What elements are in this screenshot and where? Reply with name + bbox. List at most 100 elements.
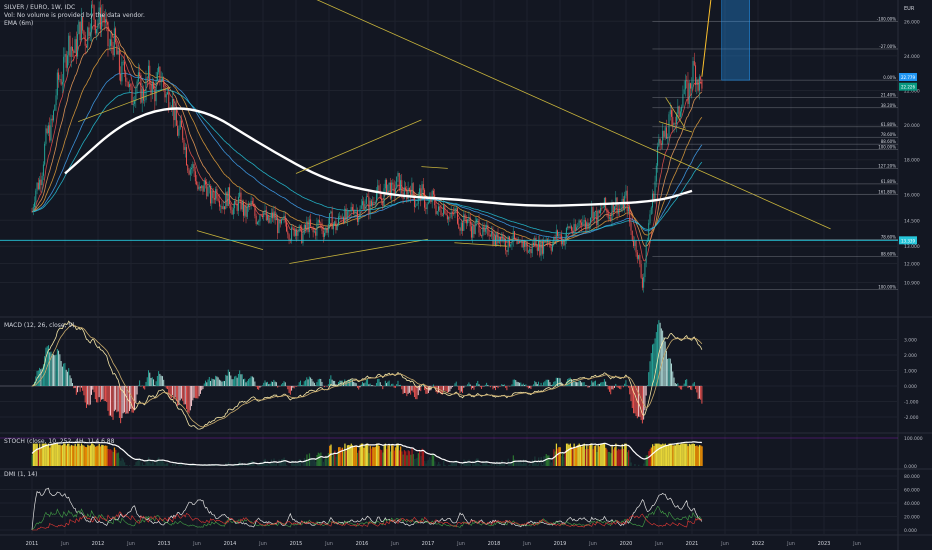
candle-body: [524, 240, 526, 247]
stoch-bar: [606, 449, 608, 466]
macd-histogram-bar: [178, 386, 180, 406]
stoch-bar: [511, 460, 513, 466]
stoch-bar: [334, 450, 336, 466]
macd-histogram-bar: [205, 380, 206, 386]
macd-histogram-bar: [241, 374, 243, 386]
stoch-bar: [536, 464, 539, 466]
candle-body: [551, 244, 553, 251]
candle-body: [248, 204, 250, 207]
projection-arrow: [701, 0, 712, 77]
macd-histogram-bar: [103, 386, 105, 402]
candle-body: [51, 118, 53, 121]
stoch-bar: [451, 462, 454, 466]
candle-body: [533, 243, 534, 246]
candle-body: [220, 206, 222, 207]
stoch-bar: [548, 455, 550, 466]
dmi-pane[interactable]: [31, 487, 703, 531]
stoch-bar: [374, 446, 376, 466]
stoch-bar: [576, 445, 578, 466]
candle-body: [360, 205, 362, 209]
candle-body: [505, 238, 507, 251]
macd-histogram-bar: [118, 386, 120, 418]
stoch-axis-label: 100.000: [904, 436, 923, 442]
macd-histogram-bar: [243, 379, 244, 386]
macd-histogram-bar: [406, 386, 408, 397]
macd-histogram-bar: [505, 386, 507, 388]
macd-histogram-bar: [584, 385, 586, 386]
candle-body: [441, 215, 443, 216]
dmi-legend[interactable]: DMI (1, 14): [4, 471, 38, 478]
candle-body: [467, 219, 469, 224]
candle-body: [572, 230, 574, 233]
stoch-bar: [113, 447, 116, 466]
stoch-bar: [389, 451, 392, 466]
candle-body: [482, 226, 484, 237]
stoch-bar: [108, 449, 111, 466]
macd-histogram-bar: [469, 384, 471, 386]
stoch-legend[interactable]: STOCH (close, 10, 252, 4H, 1) 4.6 88: [4, 438, 115, 445]
macd-histogram-bar: [472, 386, 474, 389]
macd-histogram-bar: [614, 386, 615, 388]
macd-histogram-bar: [154, 384, 156, 386]
macd-histogram-bar: [458, 386, 460, 391]
candle-body: [439, 206, 441, 211]
price-pane[interactable]: -61.80%-161.80%-100.00%-27.00%0.00%21.40…: [0, 0, 898, 293]
candle-body: [151, 82, 153, 95]
macd-histogram-bar: [73, 386, 75, 389]
candle-body: [429, 197, 431, 203]
candle-body: [222, 206, 224, 209]
time-axis-label: 2017: [422, 541, 435, 547]
macd-histogram-bar: [201, 386, 203, 391]
macd-histogram-bar: [678, 386, 680, 388]
macd-histogram-bar: [436, 386, 438, 394]
candle-body: [540, 241, 542, 256]
stoch-bar: [434, 461, 436, 466]
time-axis-label: 2023: [818, 541, 831, 547]
macd-histogram-bar: [600, 382, 602, 386]
macd-histogram-bar: [688, 386, 690, 388]
stoch-bar: [275, 462, 278, 466]
macd-histogram-bar: [64, 363, 66, 386]
candle-body: [117, 50, 119, 55]
ema-legend[interactable]: EMA (6m): [4, 20, 34, 27]
macd-histogram-bar: [592, 382, 594, 386]
stoch-bar: [99, 446, 102, 466]
macd-histogram-bar: [631, 386, 633, 409]
stoch-bar: [573, 443, 575, 466]
stoch-bar: [236, 465, 238, 466]
candle-body: [508, 236, 510, 247]
macd-histogram-bar: [69, 375, 71, 386]
candle-body: [88, 27, 90, 36]
price-axis-label: 10.900: [904, 281, 920, 287]
stoch-bar: [384, 443, 387, 466]
candle-body: [410, 189, 412, 198]
candle-body: [449, 217, 451, 218]
macd-pane[interactable]: [0, 320, 703, 430]
macd-histogram-bar: [259, 386, 261, 388]
fib-level-label: 88.60%: [881, 139, 896, 144]
candle-body: [68, 35, 70, 56]
macd-histogram-bar: [51, 354, 53, 386]
stoch-bar: [144, 464, 146, 466]
stoch-bar: [467, 460, 469, 466]
candle-body: [381, 198, 382, 201]
stoch-bar: [692, 443, 694, 466]
stoch-bar: [439, 463, 441, 466]
candle-body: [391, 182, 393, 199]
symbol-title[interactable]: SILVER / EURO, 1W, IDC: [4, 4, 76, 11]
macd-histogram-bar: [543, 382, 545, 386]
fib-level-label: 161.80%: [878, 189, 896, 194]
candle-body: [312, 228, 314, 233]
macd-histogram-bar: [659, 322, 661, 386]
price-tag: [899, 82, 917, 91]
macd-histogram-bar: [605, 381, 607, 386]
macd-histogram-bar: [329, 378, 331, 386]
macd-legend[interactable]: MACD (12, 26, close, 9): [4, 322, 75, 329]
stoch-bar: [448, 464, 450, 466]
candle-body: [460, 222, 462, 231]
stoch-pane[interactable]: [0, 437, 898, 466]
stoch-bar: [297, 461, 299, 466]
macd-histogram-bar: [192, 386, 194, 401]
candle-body: [98, 7, 100, 24]
